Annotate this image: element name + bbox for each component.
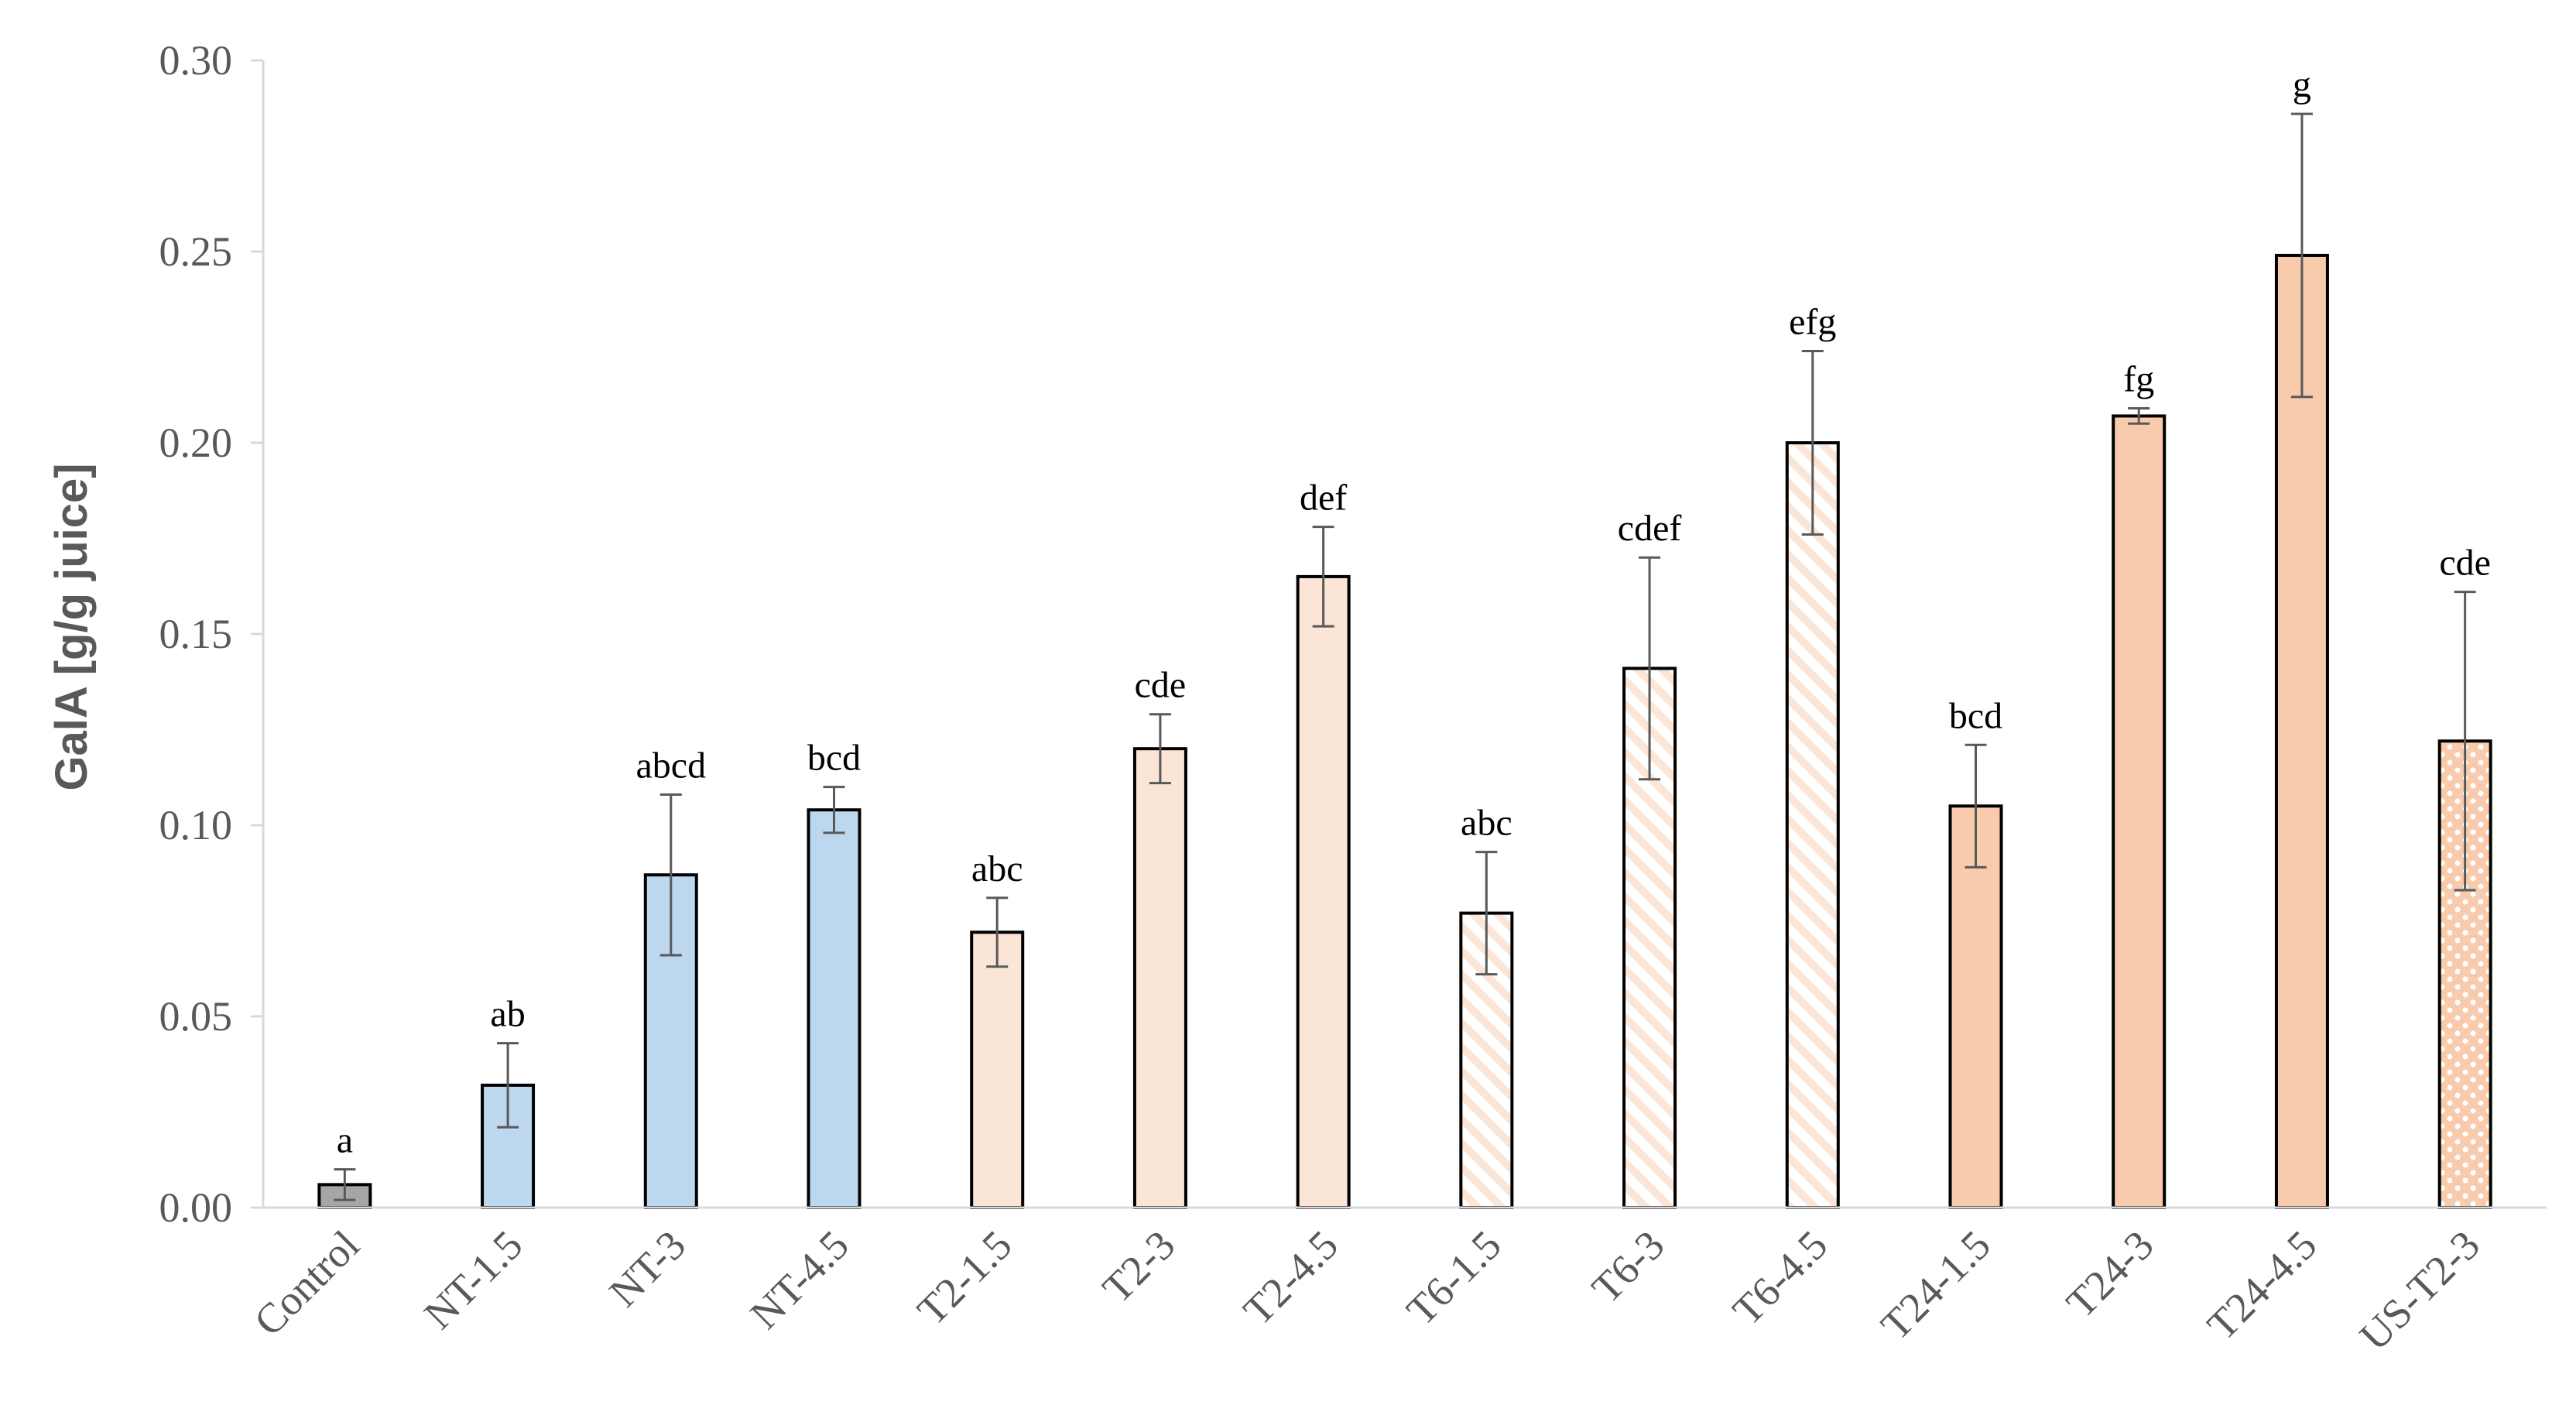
x-tick-label-T2-3: T2-3 xyxy=(1094,1222,1184,1312)
significance-label-T2-1.5: abc xyxy=(971,848,1023,889)
significance-label-T2-3: cde xyxy=(1135,665,1187,706)
significance-label-NT-3: abcd xyxy=(635,745,706,786)
bar-T2-4.5 xyxy=(1296,574,1351,1209)
x-tick-label-NT-1.5: NT-1.5 xyxy=(415,1222,531,1338)
significance-label-US-T2-3: cde xyxy=(2439,543,2491,584)
x-tick-label-T24-4.5: T24-4.5 xyxy=(2198,1222,2325,1348)
bar-T2-3 xyxy=(1132,747,1187,1209)
significance-label-T24-4.5: g xyxy=(2293,64,2311,105)
y-tick-label: 0.05 xyxy=(159,993,233,1040)
x-tick-label-T24-1.5: T24-1.5 xyxy=(1872,1222,1999,1348)
x-tick-label-Control: Control xyxy=(245,1222,368,1345)
x-tick-label-T24-3: T24-3 xyxy=(2057,1222,2163,1327)
significance-label-T24-3: fg xyxy=(2123,359,2154,400)
significance-label-T2-4.5: def xyxy=(1300,478,1347,519)
y-axis: 0.00 0.05 0.10 0.15 0.20 0.25 0.30 xyxy=(159,37,265,1231)
x-tick-label-T6-3: T6-3 xyxy=(1583,1222,1673,1312)
significance-label-NT-4.5: bcd xyxy=(807,738,861,779)
x-tick-label-T2-1.5: T2-1.5 xyxy=(908,1222,1020,1334)
x-tick-label-T2-4.5: T2-4.5 xyxy=(1235,1222,1347,1334)
x-axis: Control NT-1.5 NT-3 NT-4.5 T2-1.5 T2-3 T2-4.5 T… xyxy=(245,1206,2547,1359)
y-tick-label: 0.20 xyxy=(159,420,233,466)
x-tick-label-NT-3: NT-3 xyxy=(601,1222,695,1316)
x-tick-label-T6-4.5: T6-4.5 xyxy=(1724,1222,1836,1334)
significance-label-T24-1.5: bcd xyxy=(1949,695,2002,736)
significance-label-T6-3: cdef xyxy=(1618,508,1682,549)
y-axis-title: GalA [g/g juice] xyxy=(46,463,97,790)
bar-T2-1.5 xyxy=(970,930,1025,1209)
significance-label-NT-1.5: ab xyxy=(490,994,525,1035)
y-tick-label: 0.10 xyxy=(159,802,233,848)
x-tick-label-NT-4.5: NT-4.5 xyxy=(742,1222,858,1338)
bar-T24-4.5 xyxy=(2274,253,2329,1210)
bar-NT-3 xyxy=(643,873,698,1209)
x-tick-label-T6-1.5: T6-1.5 xyxy=(1398,1222,1510,1334)
significance-label-T6-4.5: efg xyxy=(1789,301,1836,342)
significance-label-Control: a xyxy=(337,1120,353,1161)
y-tick-label: 0.15 xyxy=(159,611,233,657)
y-tick-label: 0.00 xyxy=(159,1184,233,1231)
bar-T6-4.5 xyxy=(1785,441,1840,1209)
x-tick-label-US-T2-3: US-T2-3 xyxy=(2351,1222,2489,1359)
bars: a ab abcd bcd abc cde def abc cdef efg bcd fg g cde xyxy=(317,64,2492,1210)
y-tick-label: 0.25 xyxy=(159,228,233,275)
bar-NT-4.5 xyxy=(807,808,862,1209)
bar-T24-3 xyxy=(2112,414,2167,1209)
y-tick-label: 0.30 xyxy=(159,37,233,84)
significance-label-T6-1.5: abc xyxy=(1461,803,1512,844)
